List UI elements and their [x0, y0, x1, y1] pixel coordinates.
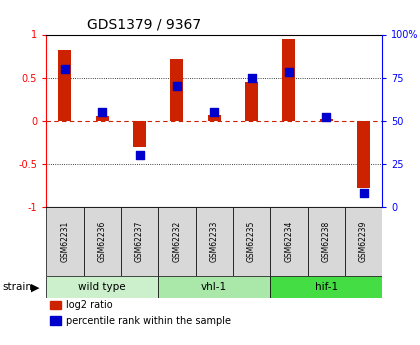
Bar	[84, 207, 121, 276]
Text: GSM62235: GSM62235	[247, 221, 256, 262]
Bar	[196, 207, 233, 276]
Bar	[133, 121, 146, 147]
Bar	[158, 276, 270, 298]
Bar	[96, 117, 109, 121]
Text: GDS1379 / 9367: GDS1379 / 9367	[87, 18, 201, 32]
Point	[360, 190, 367, 196]
Bar	[320, 119, 333, 121]
Bar	[270, 207, 307, 276]
Text: GSM62231: GSM62231	[60, 221, 69, 262]
Text: GSM62232: GSM62232	[172, 221, 181, 262]
Bar	[207, 115, 221, 121]
Point	[99, 109, 105, 115]
Text: GSM62234: GSM62234	[284, 221, 293, 262]
Bar	[58, 50, 71, 121]
Bar	[282, 39, 295, 121]
Text: log2 ratio: log2 ratio	[66, 300, 113, 310]
Text: GSM62239: GSM62239	[359, 221, 368, 262]
Bar	[357, 121, 370, 188]
Bar	[171, 59, 184, 121]
Point	[248, 75, 255, 80]
Point	[136, 152, 143, 158]
Bar	[50, 316, 61, 325]
Text: vhl-1: vhl-1	[201, 282, 227, 292]
Bar	[233, 207, 270, 276]
Text: GSM62233: GSM62233	[210, 221, 219, 262]
Text: ▶: ▶	[32, 282, 40, 292]
Bar	[345, 207, 382, 276]
Bar	[46, 207, 84, 276]
Bar	[158, 207, 196, 276]
Bar	[307, 207, 345, 276]
Text: percentile rank within the sample: percentile rank within the sample	[66, 316, 231, 326]
Text: strain: strain	[2, 282, 32, 292]
Point	[323, 115, 330, 120]
Bar	[46, 276, 158, 298]
Text: hif-1: hif-1	[315, 282, 338, 292]
Text: GSM62238: GSM62238	[322, 221, 331, 262]
Text: GSM62237: GSM62237	[135, 221, 144, 262]
Text: wild type: wild type	[79, 282, 126, 292]
Bar	[245, 82, 258, 121]
Bar	[50, 300, 61, 309]
Bar	[270, 276, 382, 298]
Point	[211, 109, 218, 115]
Point	[173, 83, 180, 89]
Bar	[121, 207, 158, 276]
Point	[61, 66, 68, 72]
Point	[286, 70, 292, 75]
Text: GSM62236: GSM62236	[98, 221, 107, 262]
